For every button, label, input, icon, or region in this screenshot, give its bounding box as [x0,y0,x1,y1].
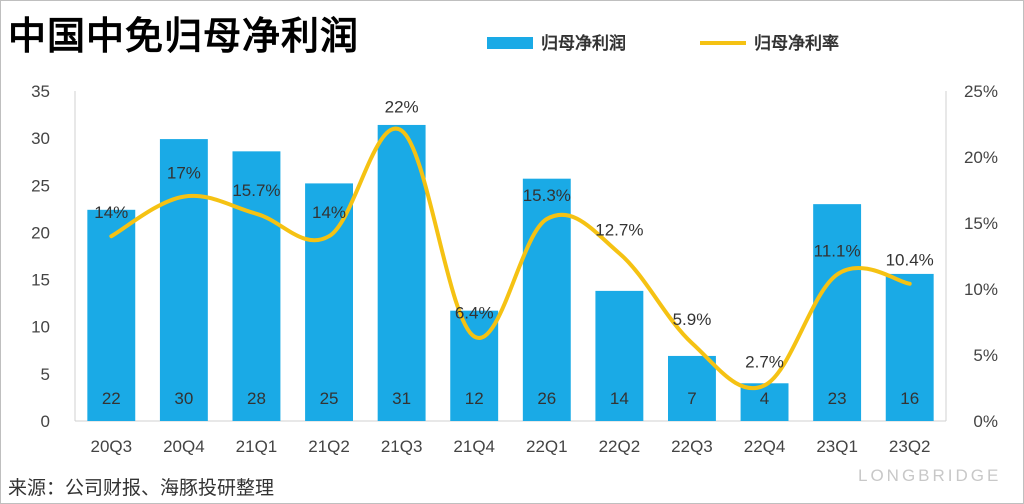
line-value-label: 10.4% [886,251,934,270]
net-margin-line [109,126,912,391]
line-value-label: 6.4% [455,304,494,323]
left-tick-label: 10 [31,318,50,337]
bar-value-label: 28 [247,389,266,408]
x-tick-label: 23Q1 [816,437,858,456]
line-value-label: 22% [385,98,419,117]
left-tick-label: 30 [31,129,50,148]
bar-value-label: 30 [174,389,193,408]
x-tick-label: 23Q2 [889,437,931,456]
bar [159,139,208,422]
bar [813,204,862,421]
left-tick-label: 25 [31,176,50,195]
left-tick-label: 0 [41,412,50,431]
chart-title: 中国中免归母净利润 [8,14,360,58]
bar-value-label: 12 [465,389,484,408]
right-tick-label: 10% [964,280,998,299]
brand-watermark: LONGBRIDGE [858,466,1002,485]
legend-bar-swatch [487,37,533,49]
bar-value-label: 7 [687,389,696,408]
bar [87,209,136,421]
x-tick-label: 21Q1 [236,437,278,456]
bar [595,290,644,421]
right-tick-label: 20% [964,148,998,167]
bar-value-label: 16 [900,389,919,408]
bar-value-label: 26 [537,389,556,408]
line-value-label: 5.9% [673,310,712,329]
left-tick-label: 5 [41,365,50,384]
right-tick-label: 5% [973,346,998,365]
bar [885,273,934,421]
bar-value-label: 31 [392,389,411,408]
x-tick-label: 20Q3 [90,437,132,456]
x-tick-label: 21Q2 [308,437,350,456]
line-value-label: 14% [312,203,346,222]
x-tick-label: 22Q4 [744,437,786,456]
x-tick-label: 21Q3 [381,437,423,456]
right-tick-label: 0% [973,412,998,431]
line-value-label: 14% [94,203,128,222]
x-tick-label: 22Q3 [671,437,713,456]
bar [305,183,353,421]
legend-line-label: 归母净利率 [754,33,839,54]
right-tick-label: 15% [964,214,998,233]
line-value-label: 2.7% [745,352,784,371]
x-tick-label: 22Q2 [599,437,641,456]
line-value-label: 11.1% [814,241,861,260]
right-tick-label: 25% [964,82,998,101]
x-tick-label: 22Q1 [526,437,568,456]
line-value-label: 15.7% [232,181,280,200]
bar-value-label: 14 [610,389,629,408]
bar-value-label: 25 [320,389,339,408]
left-tick-label: 15 [31,271,50,290]
bar-value-label: 4 [760,389,769,408]
bar [377,124,426,421]
left-tick-label: 35 [31,82,50,101]
line-value-label: 17% [167,164,201,183]
x-tick-label: 20Q4 [163,437,205,456]
left-tick-label: 20 [31,223,50,242]
bar [668,355,716,421]
line-value-label: 12.7% [595,220,643,239]
line-value-label: 15.3% [523,186,571,205]
bar-value-label: 23 [828,389,847,408]
source-note: 来源：公司财报、海豚投研整理 [8,477,275,499]
legend-bar-label: 归母净利润 [541,33,626,54]
bar [232,151,281,422]
bar-value-label: 22 [102,389,121,408]
x-tick-label: 21Q4 [453,437,495,456]
